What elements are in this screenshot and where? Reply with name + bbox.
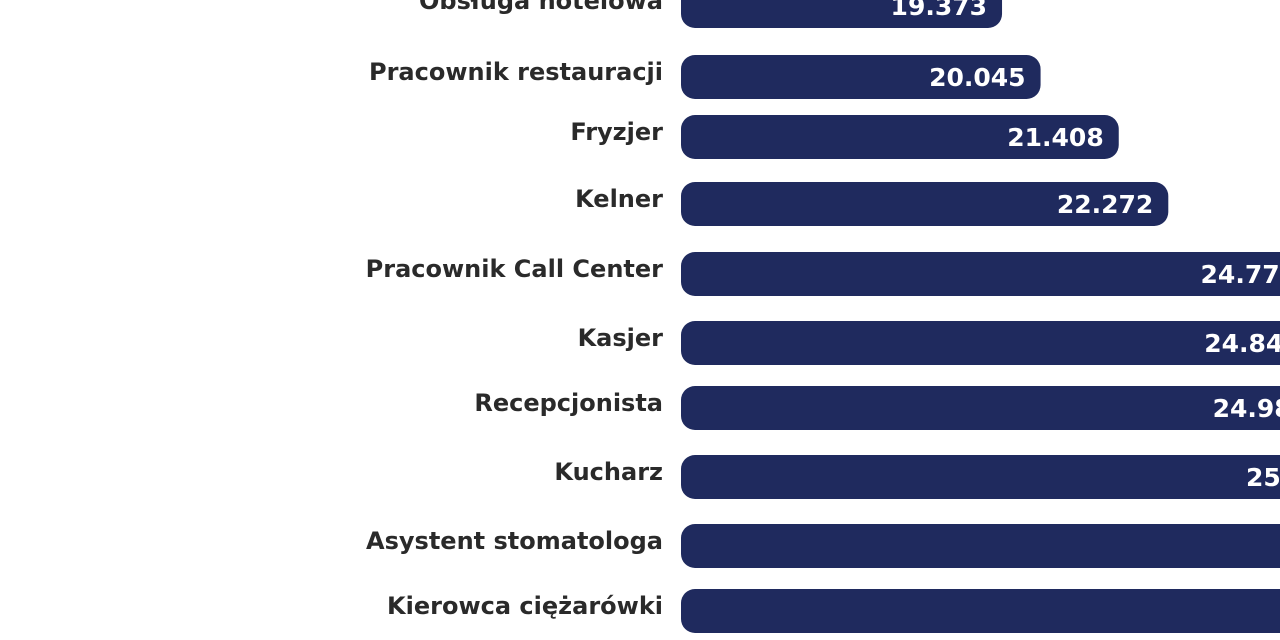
value-label: 24.989: [1213, 394, 1280, 423]
bar: [681, 115, 1119, 159]
category-label: Asystent stomatologa: [366, 527, 663, 555]
bar: [681, 386, 1280, 430]
category-label: Pracownik restauracji: [369, 58, 663, 86]
value-label: 24.842: [1204, 329, 1280, 358]
category-label: Kelner: [575, 185, 663, 213]
bar: [681, 0, 1003, 28]
category-label: Kucharz: [554, 458, 663, 486]
value-label: 22.272: [1057, 190, 1153, 219]
bar: [681, 524, 1280, 568]
category-label: Kierowca ciężarówki: [387, 592, 663, 620]
value-label: 21.408: [1007, 123, 1103, 152]
value-label: 25.570: [1246, 463, 1280, 492]
bar: [681, 589, 1280, 633]
bar: [681, 455, 1280, 499]
bar: [681, 182, 1169, 226]
value-label: 20.045: [929, 63, 1025, 92]
value-label: 19.373: [891, 0, 987, 21]
category-label: Pracownik Call Center: [366, 255, 663, 283]
category-label: Recepcjonista: [474, 389, 663, 417]
bar: [681, 321, 1280, 365]
category-label: Fryzjer: [570, 118, 663, 146]
bar: [681, 55, 1041, 99]
category-label: Kasjer: [578, 324, 664, 352]
value-label: 24.778: [1201, 260, 1280, 289]
bar: [681, 252, 1280, 296]
category-label: Obsługa hotelowa: [419, 0, 663, 15]
